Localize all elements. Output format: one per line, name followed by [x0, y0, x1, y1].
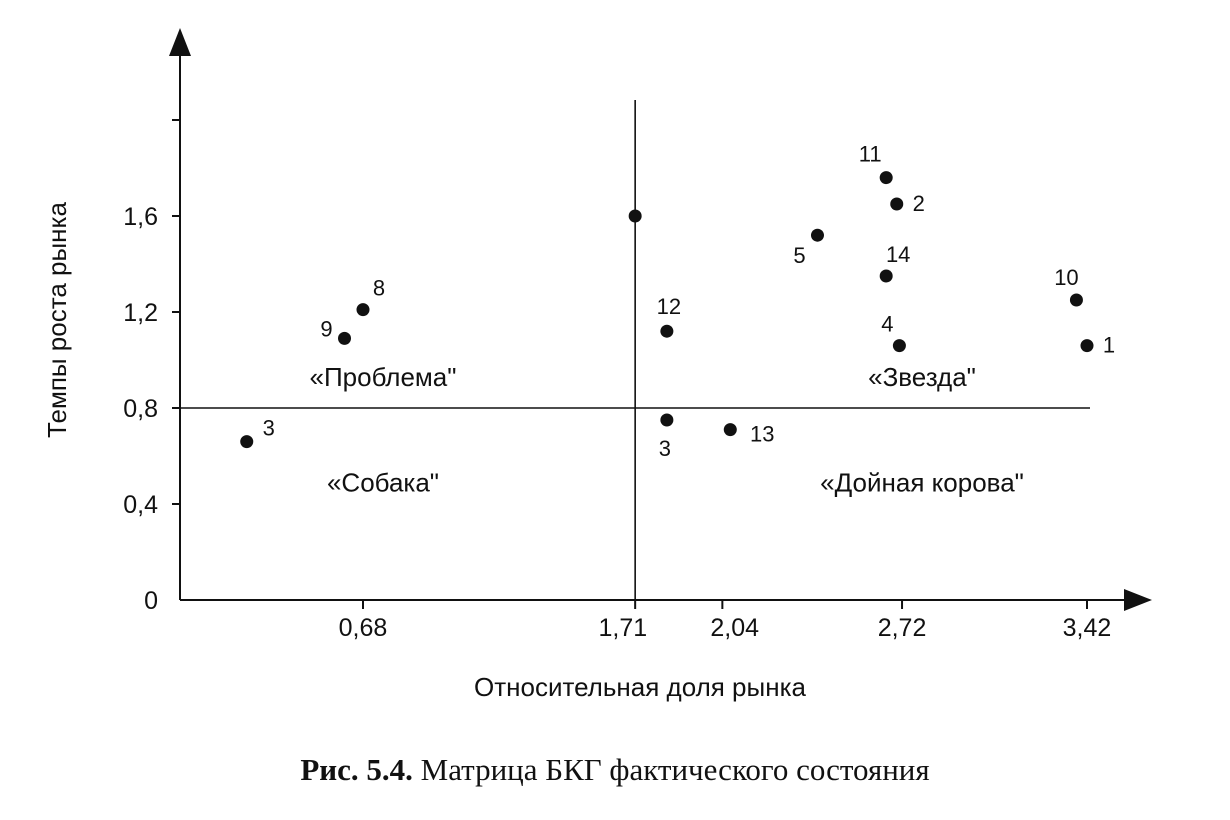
x-axis-title: Относительная доля рынка: [474, 672, 807, 702]
caption-text: Матрица БКГ фактического состояния: [412, 752, 930, 787]
data-point: [879, 171, 893, 185]
data-point: [892, 339, 906, 353]
data-point: [890, 197, 904, 211]
axes: [179, 52, 1128, 601]
data-point-label: 3: [263, 416, 275, 441]
caption-number: Рис. 5.4.: [300, 752, 413, 787]
quadrant-label: «Проблема": [310, 362, 457, 392]
data-point-label: 11: [859, 142, 882, 167]
data-point-label: 9: [320, 316, 332, 341]
quadrant-label: «Дойная корова": [820, 467, 1024, 497]
y-axis-arrowhead: [169, 28, 191, 56]
data-point-label: 2: [913, 191, 925, 216]
quadrant-label: «Собака": [327, 467, 439, 497]
x-tick-label: 2,72: [878, 614, 927, 642]
data-point-label: 12: [657, 294, 681, 319]
y-tick-label: 0: [144, 587, 158, 615]
y-tick-label: 1,2: [123, 299, 158, 327]
data-point-label: 14: [886, 242, 910, 267]
data-point: [240, 435, 254, 449]
y-ticks: 0 0,4 0,8 1,2 1,6: [123, 119, 180, 615]
quadrant-label: «Звезда": [868, 362, 976, 392]
x-axis-arrowhead: [1124, 589, 1152, 611]
data-point: [810, 228, 824, 242]
data-point-label: 13: [750, 422, 774, 447]
y-tick-label: 1,6: [123, 203, 158, 231]
data-point-label: 8: [373, 276, 385, 301]
data-point: [660, 413, 674, 427]
data-point: [1080, 339, 1094, 353]
x-tick-label: 0,68: [339, 614, 388, 642]
figure-caption: Рис. 5.4. Матрица БКГ фактического состо…: [0, 752, 1230, 788]
data-point: [660, 324, 674, 338]
x-ticks: 0,68 1,71 2,04 2,72 3,42: [339, 600, 1112, 642]
data-point: [356, 303, 370, 317]
data-point: [723, 423, 737, 437]
data-point-label: 10: [1054, 265, 1078, 290]
data-point: [628, 209, 642, 223]
data-point: [879, 269, 893, 283]
y-tick-label: 0,8: [123, 395, 158, 423]
x-tick-label: 1,71: [598, 614, 647, 642]
quadrant-labels: «Проблема" «Звезда" «Собака" «Дойная корова…: [310, 362, 1024, 498]
data-point-label: 5: [793, 243, 805, 268]
y-axis-title: Темпы роста рынка: [42, 202, 72, 438]
x-tick-label: 3,42: [1063, 614, 1112, 642]
data-point-label: 1: [1103, 333, 1115, 358]
data-point: [338, 331, 352, 345]
data-point-label: 4: [881, 312, 893, 337]
data-point-label: 3: [659, 436, 671, 461]
x-tick-label: 2,04: [710, 614, 759, 642]
y-tick-label: 0,4: [123, 491, 158, 519]
data-point: [1069, 293, 1083, 307]
